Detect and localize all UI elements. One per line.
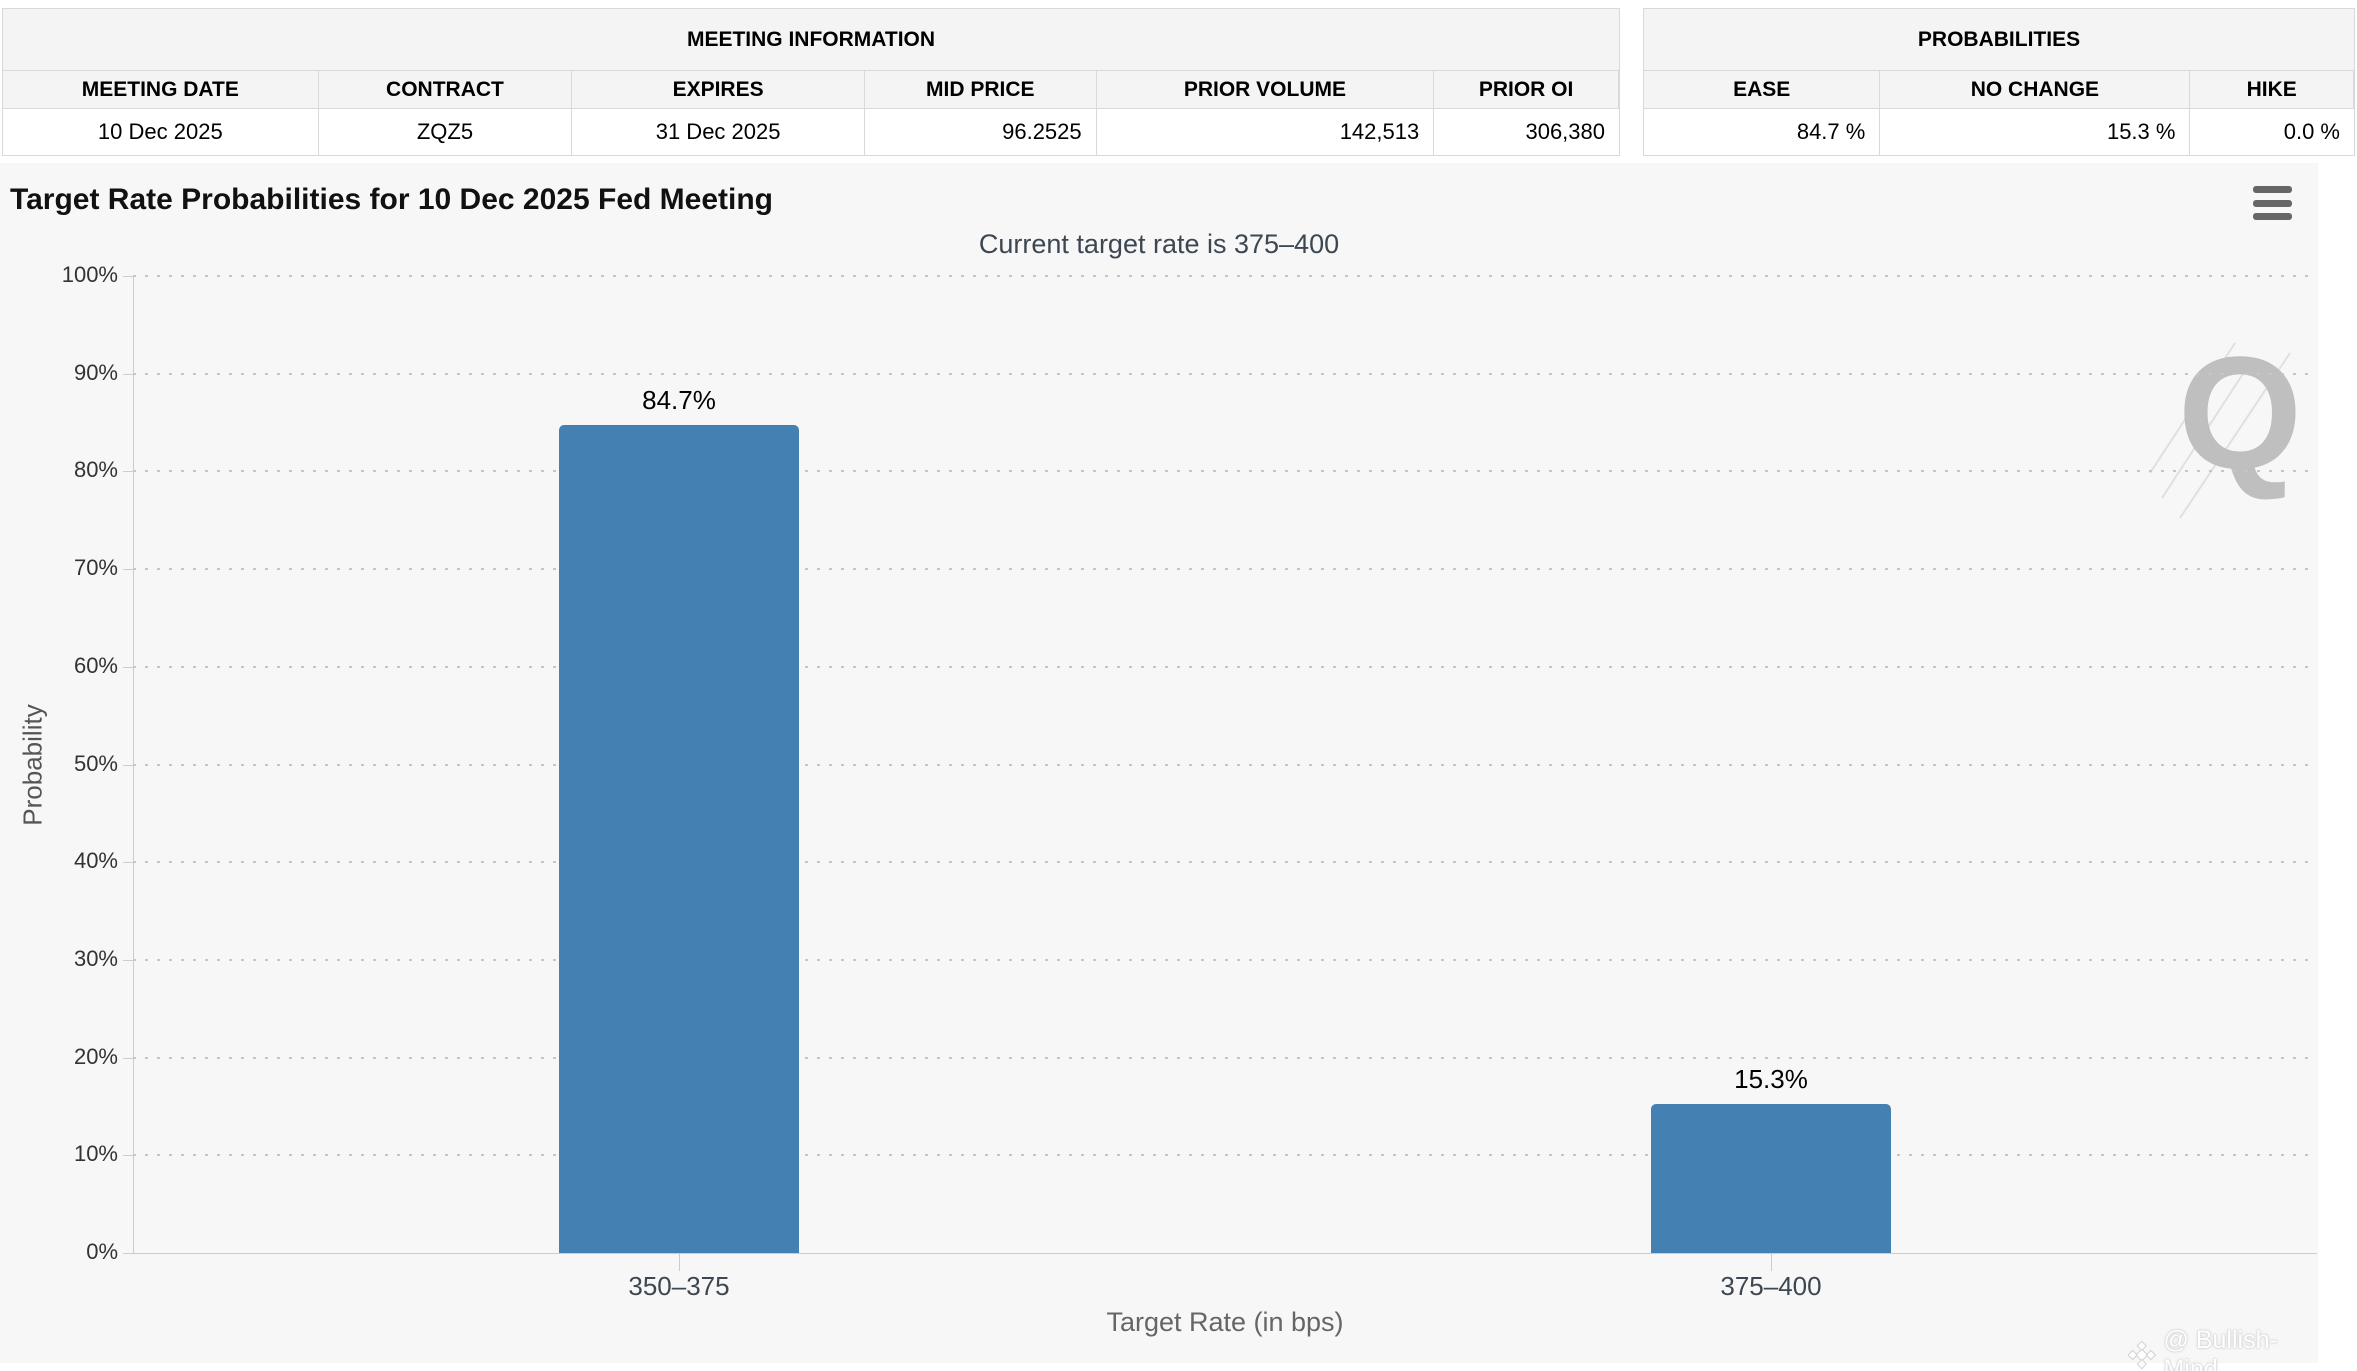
col-expires: EXPIRES xyxy=(572,71,865,109)
y-tick-label: 30% xyxy=(73,945,118,971)
val-prior-volume: 142,513 xyxy=(1096,109,1435,155)
col-mid-price: MID PRICE xyxy=(864,71,1097,109)
x-tick xyxy=(1771,1253,1772,1271)
y-tick xyxy=(123,276,133,277)
hamburger-icon xyxy=(2253,199,2292,207)
val-prior-oi: 306,380 xyxy=(1434,109,1619,155)
val-expires: 31 Dec 2025 xyxy=(572,109,865,155)
y-tick-label: 70% xyxy=(73,555,118,581)
y-tick-label: 20% xyxy=(73,1043,118,1069)
col-prior-volume: PRIOR VOLUME xyxy=(1096,71,1435,109)
x-axis-line xyxy=(133,1253,2317,1254)
y-gridline xyxy=(133,665,2317,668)
y-axis-line xyxy=(133,276,134,1253)
y-tick-label: 40% xyxy=(73,848,118,874)
val-contract: ZQZ5 xyxy=(318,109,573,155)
col-no-change: NO CHANGE xyxy=(1880,71,2191,109)
hamburger-icon xyxy=(2253,186,2292,193)
bar-value-label: 84.7% xyxy=(642,385,716,415)
val-mid-price: 96.2525 xyxy=(864,109,1097,155)
y-gridline xyxy=(133,1154,2317,1157)
y-gridline xyxy=(133,861,2317,864)
y-gridline xyxy=(133,372,2317,375)
y-tick-label: 50% xyxy=(73,750,118,776)
y-tick xyxy=(123,862,133,864)
x-category-label: 375–400 xyxy=(1720,1271,1822,1301)
svg-text:Q: Q xyxy=(2178,323,2302,502)
hamburger-icon xyxy=(2253,213,2292,220)
bar-value-label: 15.3% xyxy=(1734,1064,1808,1094)
col-prior-oi: PRIOR OI xyxy=(1434,71,1619,109)
y-tick xyxy=(123,1253,133,1254)
y-tick xyxy=(123,471,133,473)
probability-bar[interactable] xyxy=(1651,1104,1891,1253)
col-ease: EASE xyxy=(1644,71,1881,109)
credit-text: @ Bullish-Mind xyxy=(2163,1326,2278,1371)
diamond-logo-icon xyxy=(2128,1340,2156,1370)
y-tick-label: 90% xyxy=(73,359,118,385)
y-tick-label: 10% xyxy=(73,1141,118,1167)
quikstrike-logo-icon: Q xyxy=(2149,323,2302,519)
y-gridline xyxy=(133,470,2317,473)
val-no-change: 15.3 % xyxy=(1880,109,2191,155)
col-contract: CONTRACT xyxy=(318,71,573,109)
val-meeting-date: 10 Dec 2025 xyxy=(3,109,319,155)
y-tick xyxy=(123,959,133,961)
y-tick xyxy=(123,1155,133,1157)
chart-subtitle: Current target rate is 375–400 xyxy=(978,229,1340,259)
y-tick-label: 80% xyxy=(73,457,118,483)
credit-watermark: @ Bullish-Mind xyxy=(2128,1326,2318,1371)
y-tick xyxy=(123,1057,133,1059)
meeting-info-title: MEETING INFORMATION xyxy=(3,9,1619,71)
y-tick-label: 100% xyxy=(61,262,118,287)
y-gridline xyxy=(133,958,2317,961)
chart-menu-button[interactable] xyxy=(2253,186,2292,220)
val-ease: 84.7 % xyxy=(1644,109,1881,155)
x-category-label: 350–375 xyxy=(628,1271,730,1301)
y-tick xyxy=(123,666,133,668)
y-gridline xyxy=(133,568,2317,571)
meeting-info-table: MEETING INFORMATION MEETING DATE CONTRAC… xyxy=(2,8,1620,156)
probabilities-title: PROBABILITIES xyxy=(1644,9,2354,71)
y-tick xyxy=(123,569,133,571)
bar-chart: Target Rate Probabilities for 10 Dec 202… xyxy=(0,163,2318,1371)
y-tick xyxy=(123,764,133,766)
x-axis-title: Target Rate (in bps) xyxy=(1106,1307,1344,1337)
y-tick xyxy=(123,373,133,375)
y-tick-label: 60% xyxy=(73,652,118,678)
col-hike: HIKE xyxy=(2190,71,2354,109)
y-gridline xyxy=(133,1056,2317,1059)
y-gridline xyxy=(133,763,2317,766)
probability-bar[interactable] xyxy=(559,425,799,1253)
y-tick-label: 0% xyxy=(86,1239,118,1264)
y-gridline xyxy=(133,275,2317,277)
col-meeting-date: MEETING DATE xyxy=(3,71,319,109)
probabilities-table: PROBABILITIES EASE NO CHANGE HIKE 84.7 %… xyxy=(1643,8,2355,156)
x-tick xyxy=(679,1253,680,1271)
chart-title: Target Rate Probabilities for 10 Dec 202… xyxy=(10,183,774,216)
val-hike: 0.0 % xyxy=(2190,109,2354,155)
